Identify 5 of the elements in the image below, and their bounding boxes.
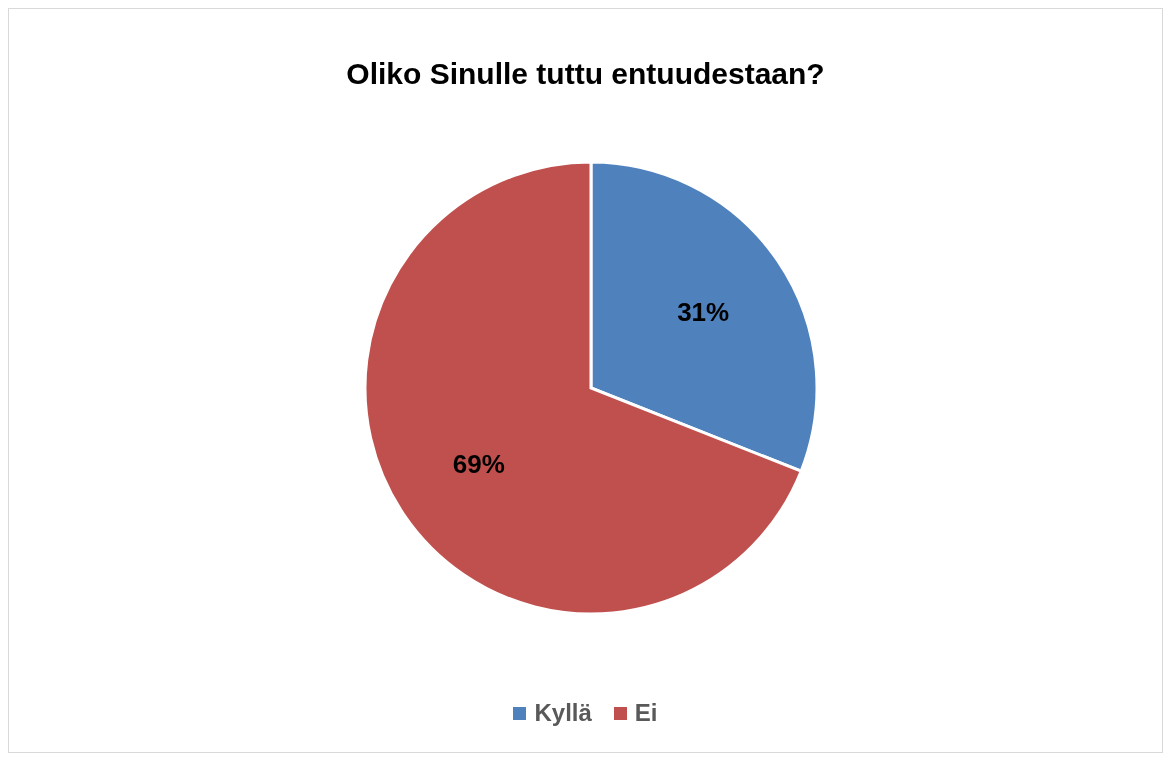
legend-label: Kyllä: [534, 699, 592, 727]
legend-label: Ei: [634, 699, 658, 727]
data-label: 69%: [452, 449, 505, 480]
chart-title: Oliko Sinulle tuttu entuudestaan?: [345, 57, 826, 91]
data-label: 31%: [677, 296, 730, 327]
